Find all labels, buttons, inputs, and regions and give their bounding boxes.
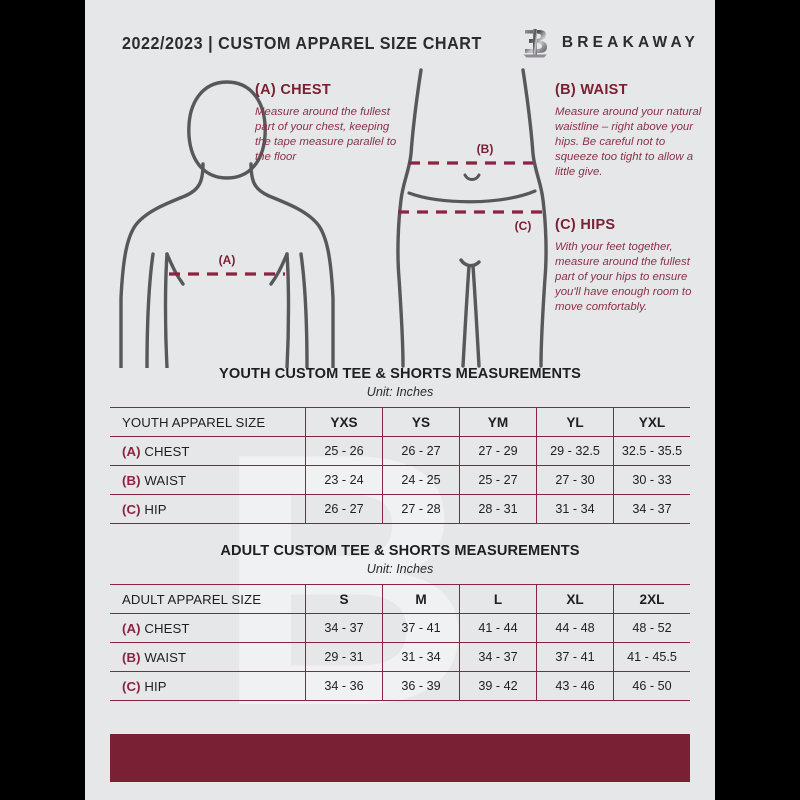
adult-cell-2-2: 39 - 42 <box>459 671 537 701</box>
adult-row-label-2: (C) HIP <box>110 671 306 701</box>
callout-chest: (A) CHEST Measure around the fullest par… <box>255 82 400 165</box>
page-title: 2022/2023 | CUSTOM APPAREL SIZE CHART <box>122 32 482 53</box>
adult-table-body: ADULT APPAREL SIZE S M L XL 2XL (A) CHEST 34 - … <box>110 584 690 701</box>
adult-size-header-m: M <box>382 584 460 614</box>
youth-size-header-ym: YM <box>459 407 537 437</box>
breakaway-b-logo-icon <box>523 28 547 57</box>
measurement-illustrations: (A) (B) <box>85 68 715 368</box>
youth-table-header-row: YOUTH APPAREL SIZE YXS YS YM YL YXL <box>110 407 690 437</box>
adult-size-header-s: S <box>305 584 383 614</box>
youth-size-header-ys: YS <box>382 407 460 437</box>
table-row: (A) CHEST 25 - 26 26 - 27 27 - 29 29 - 32.5 3… <box>110 436 690 466</box>
callout-waist-title: (B) WAIST <box>555 82 628 98</box>
youth-size-table: YOUTH APPAREL SIZE YXS YS YM YL YXL (A) CHEST 2… <box>110 407 690 524</box>
table-row: (B) WAIST 23 - 24 24 - 25 25 - 27 27 - 30 30 … <box>110 465 690 495</box>
adult-cell-0-0: 34 - 37 <box>305 613 383 643</box>
adult-cell-1-3: 37 - 41 <box>536 642 614 672</box>
adult-cell-2-0: 34 - 36 <box>305 671 383 701</box>
youth-cell-1-2: 25 - 27 <box>459 465 537 495</box>
youth-cell-2-3: 31 - 34 <box>536 494 614 524</box>
adult-size-header-xl: XL <box>536 584 614 614</box>
table-row: (C) HIP 26 - 27 27 - 28 28 - 31 31 - 34 34 - … <box>110 494 690 524</box>
measure-tag: (C) <box>122 501 141 517</box>
callout-hips-title: (C) HIPS <box>555 217 616 233</box>
adult-row-label-1: (B) WAIST <box>110 642 306 672</box>
youth-row-label-0: (A) CHEST <box>110 436 306 466</box>
table-row: (C) HIP 34 - 36 36 - 39 39 - 42 43 - 46 46 - … <box>110 671 690 701</box>
measure-tag: (B) <box>122 472 141 488</box>
youth-cell-0-4: 32.5 - 35.5 <box>613 436 690 466</box>
page-header: 2022/2023 | CUSTOM APPAREL SIZE CHART BR… <box>85 26 715 60</box>
adult-cell-0-3: 44 - 48 <box>536 613 614 643</box>
callout-chest-body: Measure around the fullest part of your … <box>255 106 397 164</box>
adult-cell-0-1: 37 - 41 <box>382 613 460 643</box>
youth-cell-1-1: 24 - 25 <box>382 465 460 495</box>
youth-cell-0-1: 26 - 27 <box>382 436 460 466</box>
youth-size-header-yl: YL <box>536 407 614 437</box>
youth-cell-2-0: 26 - 27 <box>305 494 383 524</box>
hips-line-label: (C) <box>515 219 532 233</box>
youth-cell-2-4: 34 - 37 <box>613 494 690 524</box>
adult-cell-0-2: 41 - 44 <box>459 613 537 643</box>
adult-apparel-size-label: ADULT APPAREL SIZE <box>110 584 306 614</box>
size-chart-page: B 2022/2023 | CUSTOM APPAREL SIZE CHART … <box>85 0 715 800</box>
brand-name: BREAKAWAY <box>561 34 699 51</box>
callout-hips: (C) HIPS With your feet together, measur… <box>555 217 705 315</box>
adult-cell-1-0: 29 - 31 <box>305 642 383 672</box>
measure-tag: (A) <box>122 443 141 459</box>
callout-waist-body: Measure around your natural waistline – … <box>555 106 702 179</box>
adult-cell-2-1: 36 - 39 <box>382 671 460 701</box>
youth-row-label-2: (C) HIP <box>110 494 306 524</box>
youth-table-body: YOUTH APPAREL SIZE YXS YS YM YL YXL (A) CHEST 2… <box>110 407 690 524</box>
adult-row-label-0: (A) CHEST <box>110 613 306 643</box>
youth-row-label-1: (B) WAIST <box>110 465 306 495</box>
youth-cell-0-2: 27 - 29 <box>459 436 537 466</box>
hips-figure-illustration: (B) (C) <box>396 68 548 368</box>
youth-cell-0-0: 25 - 26 <box>305 436 383 466</box>
adult-table-unit: Unit: Inches <box>366 562 434 576</box>
youth-cell-2-1: 27 - 28 <box>382 494 460 524</box>
youth-table-unit: Unit: Inches <box>366 385 434 399</box>
adult-cell-1-4: 41 - 45.5 <box>613 642 690 672</box>
adult-cell-2-4: 46 - 50 <box>613 671 690 701</box>
youth-apparel-size-label: YOUTH APPAREL SIZE <box>110 407 306 437</box>
adult-table-block: ADULT CUSTOM TEE & SHORTS MEASUREMENTS U… <box>85 543 715 701</box>
measure-tag: (A) <box>122 620 141 636</box>
table-row: (A) CHEST 34 - 37 37 - 41 41 - 44 44 - 48 48 … <box>110 613 690 643</box>
measure-tag: (C) <box>122 678 141 694</box>
youth-table-block: YOUTH CUSTOM TEE & SHORTS MEASUREMENTS U… <box>85 366 715 524</box>
youth-size-header-yxl: YXL <box>613 407 690 437</box>
callout-chest-title: (A) CHEST <box>255 82 331 98</box>
youth-cell-1-4: 30 - 33 <box>613 465 690 495</box>
adult-table-title: ADULT CUSTOM TEE & SHORTS MEASUREMENTS <box>220 543 580 559</box>
adult-table-header-row: ADULT APPAREL SIZE S M L XL 2XL <box>110 584 690 614</box>
brand-lockup: BREAKAWAY <box>522 26 699 60</box>
adult-size-table: ADULT APPAREL SIZE S M L XL 2XL (A) CHEST 34 - … <box>110 584 690 701</box>
youth-size-header-yxs: YXS <box>305 407 383 437</box>
footer-band <box>110 734 690 782</box>
adult-cell-1-1: 31 - 34 <box>382 642 460 672</box>
adult-size-header-2xl: 2XL <box>613 584 690 614</box>
adult-cell-1-2: 34 - 37 <box>459 642 537 672</box>
callout-hips-body: With your feet together, measure around … <box>555 241 692 314</box>
waist-line-label: (B) <box>477 142 494 156</box>
youth-cell-1-0: 23 - 24 <box>305 465 383 495</box>
adult-cell-2-3: 43 - 46 <box>536 671 614 701</box>
youth-table-title: YOUTH CUSTOM TEE & SHORTS MEASUREMENTS <box>219 366 581 382</box>
torso-figure-illustration: (A) <box>119 80 335 368</box>
chest-line-label: (A) <box>219 253 236 267</box>
adult-cell-0-4: 48 - 52 <box>613 613 690 643</box>
youth-cell-0-3: 29 - 32.5 <box>536 436 614 466</box>
youth-cell-2-2: 28 - 31 <box>459 494 537 524</box>
callout-waist: (B) WAIST Measure around your natural wa… <box>555 82 705 180</box>
measure-tag: (B) <box>122 649 141 665</box>
adult-size-header-l: L <box>459 584 537 614</box>
table-row: (B) WAIST 29 - 31 31 - 34 34 - 37 37 - 41 41 … <box>110 642 690 672</box>
youth-cell-1-3: 27 - 30 <box>536 465 614 495</box>
